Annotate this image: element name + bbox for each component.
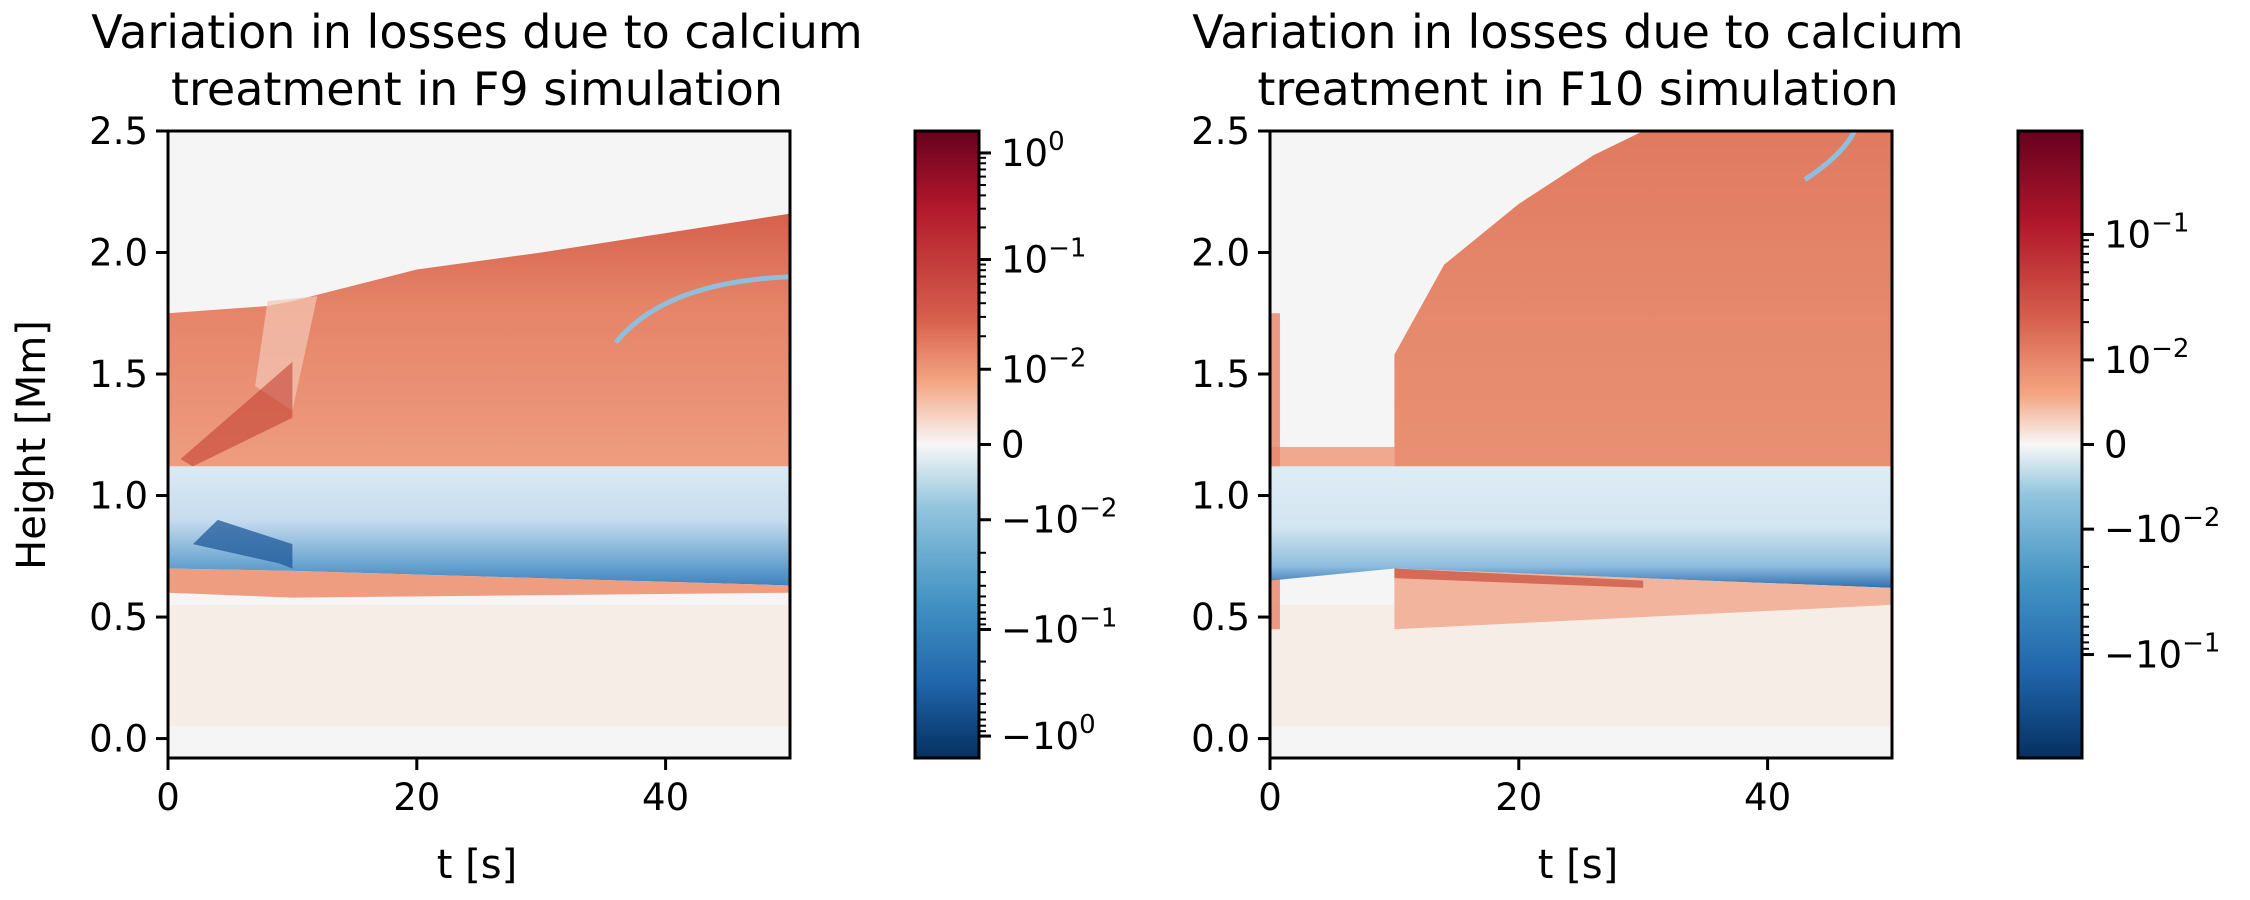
f9-x-axis-label: t [s] [437,842,517,888]
colorbar-tick-label: 0 [1001,424,1025,467]
y-tick-label: 0.0 [1191,718,1250,761]
colorbar-tick-label: 100 [1001,127,1065,175]
positive-region-upper [168,213,790,467]
positive-layer-lower [168,568,790,598]
y-tick-label: 0.5 [89,596,148,639]
f10-axes-frame [1268,129,1894,760]
f10-title-line1: Variation in losses due to calcium [1192,5,1963,59]
colorbar-tick-label: 10−1 [2104,208,2189,256]
y-tick-label: 0.0 [89,718,148,761]
f9-y-axis-label: Height [Mm] [9,320,55,570]
negative-band [168,466,790,586]
y-tick-label: 2.5 [1191,110,1250,153]
x-tick-label: 20 [1495,776,1542,819]
blue-arc [1803,129,1857,182]
f10-title-line2: treatment in F10 simulation [1257,62,1898,116]
f10-heatmap-panel: Variation in losses due to calcium treat… [1191,5,2220,888]
x-tick-label: 40 [1744,776,1791,819]
dark-red-streak [1394,568,1644,588]
colorbar-tick-label: −100 [1001,710,1096,758]
y-tick-label: 1.0 [1191,475,1250,518]
x-tick-label: 0 [1258,776,1282,819]
lower-haze [1270,604,1892,727]
f9-colorbar [913,129,981,760]
y-tick-label: 0.5 [1191,596,1250,639]
dark-blue-core [192,519,293,569]
y-tick-label: 1.0 [89,475,148,518]
f9-x-ticks: 0 20 40 [156,758,689,819]
y-tick-label: 2.0 [1191,232,1250,275]
f10-field [1270,129,1892,758]
f10-x-axis-label: t [s] [1538,842,1618,888]
f10-colorbar-ticks: 10−1 10−2 0 −10−2 −10−1 [2082,208,2220,677]
dark-red-streak [180,361,293,467]
positive-layer-lower [1394,568,1892,630]
y-tick-label: 1.5 [89,353,148,396]
lower-haze [168,604,790,727]
y-tick-label: 2.0 [89,232,148,275]
f9-heatmap-panel: Variation in losses due to calcium treat… [9,5,1117,888]
negative-band [1270,466,1892,588]
x-tick-label: 20 [393,776,440,819]
f9-colorbar-ticks: 100 10−1 10−2 0 −10−2 −10−1 −100 [979,127,1117,758]
x-tick-label: 0 [156,776,180,819]
positive-strip-early [1270,446,1395,467]
colorbar-tick-label: 0 [2104,424,2128,467]
f10-colorbar [2016,129,2084,760]
colorbar-tick-label: 10−1 [1001,234,1086,282]
f9-axes-frame [166,129,792,760]
f10-y-ticks: 0.0 0.5 1.0 1.5 2.0 2.5 [1191,110,1270,761]
f10-x-ticks: 0 20 40 [1258,758,1791,819]
colorbar-tick-label: −10−2 [1001,494,1117,542]
f9-title-line2: treatment in F9 simulation [171,62,783,116]
colorbar-tick-label: 10−2 [1001,343,1086,391]
x-tick-label: 40 [642,776,689,819]
f9-field [168,131,791,758]
colorbar-tick-label: 10−2 [2104,334,2189,382]
colorbar-tick-label: −10−1 [1001,603,1117,651]
y-tick-label: 2.5 [89,110,148,153]
positive-region-upper [1394,131,1892,467]
colorbar-tick-label: −10−2 [2104,503,2220,551]
f9-y-ticks: 0.0 0.5 1.0 1.5 2.0 2.5 [89,110,168,761]
f9-title-line1: Variation in losses due to calcium [91,5,862,59]
y-tick-label: 1.5 [1191,353,1250,396]
blue-arc [613,274,791,345]
colorbar-tick-label: −10−1 [2104,629,2220,677]
